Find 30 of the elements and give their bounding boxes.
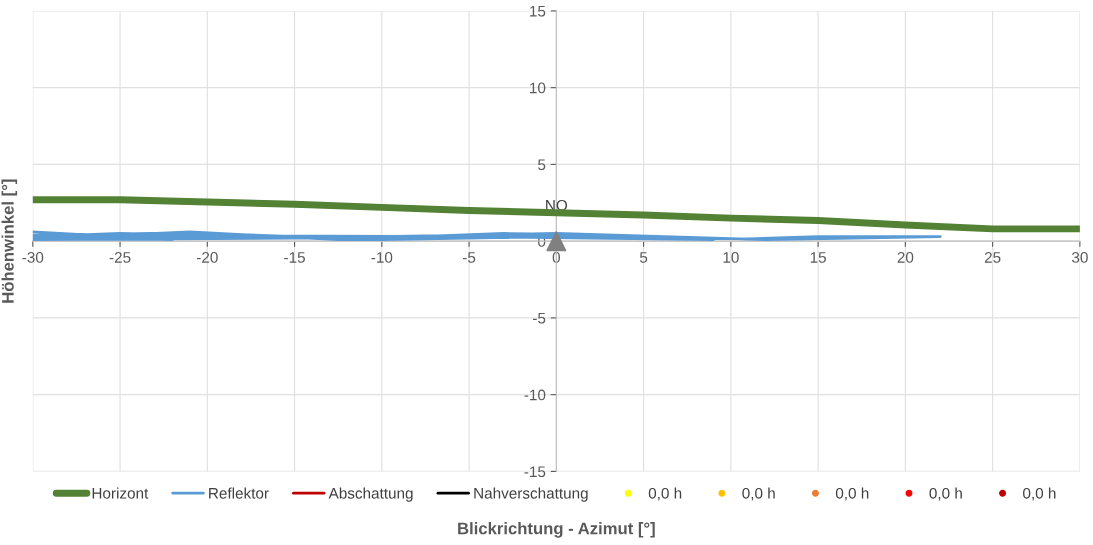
x-tick-label: 20 (897, 251, 914, 263)
y-tick-label: -10 (524, 389, 546, 401)
y-axis-title: Höhenwinkel [°] (1, 179, 18, 303)
x-tick-label: -10 (371, 251, 393, 263)
x-tick-label: -15 (284, 252, 305, 263)
x-tick-label: -30 (22, 251, 44, 263)
legend-label: 0,0 h (648, 487, 682, 501)
y-tick-label: 5 (538, 159, 546, 171)
x-tick-label: -20 (196, 251, 218, 263)
x-axis-title: Blickrichtung - Azimut [°] (458, 522, 655, 538)
x-tick-label: -25 (109, 251, 131, 263)
x-tick-label: 10 (723, 251, 739, 263)
legend-label: 0,0 h (835, 487, 869, 501)
y-tick-label: -15 (524, 466, 546, 478)
legend-label: Abschattung (328, 487, 413, 502)
x-tick-label: 15 (810, 252, 826, 263)
legend-label: 0,0 h (742, 487, 775, 501)
legend-label: Nahverschattung (474, 487, 588, 502)
x-tick-label: 0 (552, 251, 560, 263)
x-tick-label: -5 (462, 252, 476, 263)
legend-label: Horizont (92, 487, 149, 499)
legend-label: 0,0 h (1023, 487, 1056, 501)
x-tick-label: 25 (984, 251, 1001, 263)
y-tick-label: 15 (530, 5, 546, 17)
y-tick-label: -5 (533, 312, 546, 324)
legend-label: 0,0 h (929, 487, 962, 501)
x-tick-label: 5 (639, 252, 648, 263)
x-tick-label: 30 (1071, 251, 1088, 263)
y-tick-label: 10 (530, 82, 546, 94)
legend-label: Reflektor (209, 487, 269, 499)
